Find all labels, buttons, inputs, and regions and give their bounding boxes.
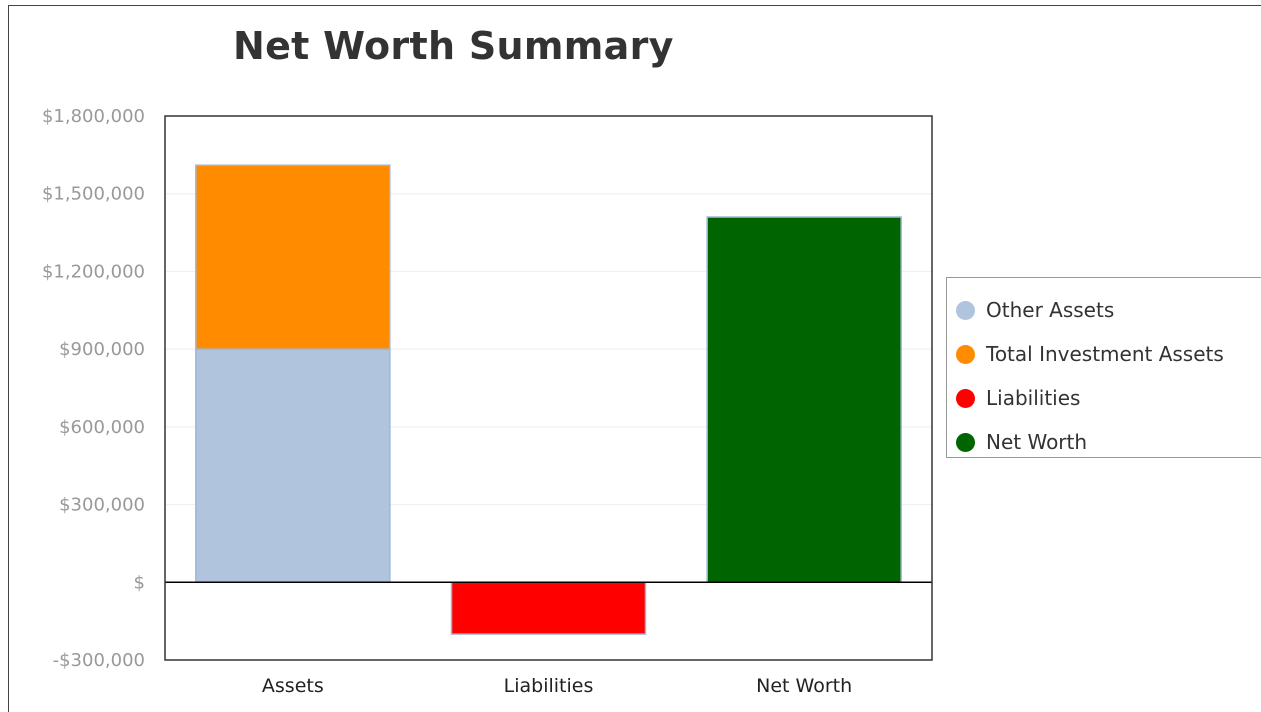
legend-label: Liabilities — [986, 386, 1081, 410]
chart-frame — [8, 5, 1261, 712]
x-tick-label: Net Worth — [756, 675, 852, 697]
y-tick-label: $900,000 — [59, 339, 145, 360]
legend-swatch — [956, 344, 975, 364]
legend-label: Net Worth — [986, 430, 1088, 454]
chart-title: Net Worth Summary — [233, 24, 674, 68]
x-tick-label: Liabilities — [504, 675, 594, 697]
y-tick-label: $1,500,000 — [42, 184, 145, 205]
legend-swatch — [956, 432, 975, 452]
y-tick-label: -$300,000 — [53, 650, 145, 671]
legend-label: Other Assets — [986, 298, 1115, 322]
y-tick-label: $1,200,000 — [42, 261, 145, 282]
plot-border — [164, 115, 933, 661]
y-tick-label: $1,800,000 — [42, 106, 145, 127]
bar-liabilities[interactable] — [450, 581, 647, 635]
legend-item[interactable]: Other Assets — [947, 288, 1261, 332]
x-tick-label: Assets — [262, 675, 324, 697]
bar-other-assets[interactable] — [195, 348, 391, 584]
legend-swatch — [956, 388, 975, 408]
bar-total-investment-assets[interactable] — [195, 164, 391, 350]
bar-net-worth[interactable] — [706, 216, 902, 584]
y-tick-label: $600,000 — [59, 417, 145, 438]
legend-item[interactable]: Total Investment Assets — [947, 332, 1261, 376]
chart-legend: Other Assets Total Investment Assets Liabi… — [946, 277, 1261, 458]
y-tick-label: $300,000 — [59, 495, 145, 516]
legend-label: Total Investment Assets — [986, 342, 1224, 366]
y-tick-label: $ — [134, 572, 145, 593]
legend-item[interactable]: Liabilities — [947, 376, 1261, 420]
legend-item[interactable]: Net Worth — [947, 420, 1261, 464]
legend-swatch — [956, 300, 975, 320]
